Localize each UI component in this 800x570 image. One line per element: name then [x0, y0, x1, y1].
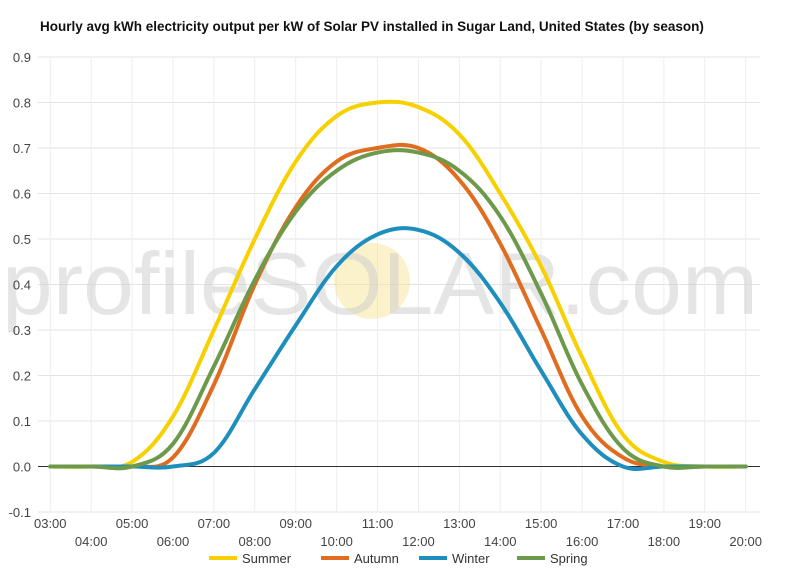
chart-title: Hourly avg kWh electricity output per kW…: [40, 19, 704, 34]
y-tick-label: 0.3: [13, 323, 31, 338]
x-tick-label: 06:00: [157, 534, 190, 549]
x-tick-label: 07:00: [198, 516, 231, 531]
y-tick-label: 0.9: [13, 50, 31, 65]
series-line-summer: [48, 99, 748, 470]
series-line-winter: [48, 226, 748, 472]
x-tick-label: 08:00: [239, 534, 272, 549]
x-tick-label: 14:00: [484, 534, 517, 549]
legend-label-autumn: Autumn: [354, 551, 399, 566]
x-tick-label: 16:00: [566, 534, 599, 549]
x-tick-label: 17:00: [607, 516, 640, 531]
y-tick-label: 0.5: [13, 232, 31, 247]
y-tick-label: -0.1: [9, 505, 31, 520]
x-tick-label: 15:00: [525, 516, 558, 531]
x-axis: 03:00 04:00 05:00 06:00 07:00 08:00 09:00 10:00…: [34, 516, 762, 549]
x-tick-label: 10:00: [320, 534, 353, 549]
legend-label-winter: Winter: [452, 551, 490, 566]
y-tick-label: 0.8: [13, 96, 31, 111]
watermark: profileSOLAR.com: [2, 234, 758, 333]
series-layer: [48, 99, 748, 472]
series-line-spring: [48, 148, 748, 471]
y-tick-label: 0.0: [13, 460, 31, 475]
watermark-sun-icon: [334, 243, 410, 319]
x-tick-label: 13:00: [443, 516, 476, 531]
y-axis: -0.1 0.0 0.1 0.2 0.3 0.4 0.5 0.6 0.7 0.8 0.9: [9, 50, 31, 520]
x-tick-label: 19:00: [689, 516, 722, 531]
legend-label-summer: Summer: [242, 551, 292, 566]
x-tick-label: 12:00: [402, 534, 435, 549]
y-tick-label: 0.6: [13, 187, 31, 202]
legend-label-spring: Spring: [550, 551, 588, 566]
legend: Summer Autumn Winter Spring: [209, 551, 588, 566]
x-tick-label: 11:00: [362, 516, 394, 531]
y-tick-label: 0.2: [13, 369, 31, 384]
y-tick-label: 0.7: [13, 141, 31, 156]
watermark-text: profileSOLAR.com: [2, 234, 758, 333]
x-tick-label: 05:00: [116, 516, 149, 531]
x-tick-label: 09:00: [279, 516, 312, 531]
x-tick-label: 18:00: [648, 534, 681, 549]
series-line-autumn: [48, 142, 748, 470]
y-tick-label: 0.4: [13, 278, 31, 293]
x-tick-label: 20:00: [729, 534, 762, 549]
x-tick-label: 04:00: [75, 534, 108, 549]
y-tick-label: 0.1: [13, 414, 31, 429]
x-tick-label: 03:00: [34, 516, 67, 531]
